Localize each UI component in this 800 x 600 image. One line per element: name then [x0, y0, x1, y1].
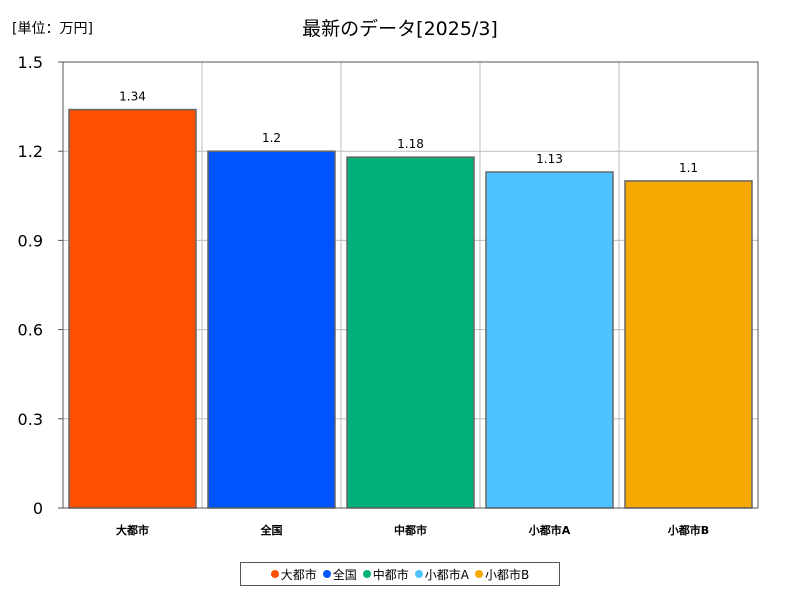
bar: [485, 171, 614, 509]
bar: [346, 156, 475, 509]
y-tick-label: 1.5: [18, 53, 43, 72]
y-tick-label: 1.2: [18, 142, 43, 161]
x-tick-label: 中都市: [394, 523, 427, 537]
bar: [68, 108, 197, 509]
legend-item: 全国: [322, 566, 357, 583]
y-tick-label: 0.3: [18, 410, 43, 429]
legend-marker-icon: [475, 570, 484, 578]
legend: 大都市 全国 中都市 小都市A 小都市B: [240, 562, 560, 586]
x-tick-label: 小都市B: [667, 523, 709, 537]
legend-item: 小都市A: [414, 566, 470, 583]
data-label: 1.1: [679, 161, 698, 175]
chart-title: 最新のデータ[2025/3]: [302, 18, 498, 40]
x-tick-label: 全国: [260, 523, 283, 537]
y-tick-label: 0.6: [18, 321, 43, 340]
legend-label: 小都市A: [424, 567, 470, 582]
legend-marker-icon: [322, 570, 331, 578]
y-tick-label: 0.9: [18, 231, 43, 250]
bar: [624, 180, 753, 509]
data-label: 1.18: [397, 137, 424, 151]
x-tick-label: 小都市A: [528, 523, 571, 537]
bar: [207, 150, 336, 509]
data-label: 1.2: [262, 131, 281, 145]
data-label: 1.34: [119, 90, 146, 104]
legend-marker-icon: [414, 570, 423, 578]
legend-label: 中都市: [372, 567, 409, 582]
legend-marker-icon: [362, 570, 371, 578]
plot-frame: [62, 61, 759, 509]
legend-item: 大都市: [270, 566, 317, 583]
unit-label: [単位：万円]: [12, 21, 93, 37]
data-label: 1.13: [536, 152, 563, 166]
legend-item: 中都市: [362, 566, 409, 583]
y-tick-label: 0: [33, 499, 43, 518]
legend-item: 小都市B: [475, 566, 529, 583]
x-tick-label: 大都市: [116, 523, 149, 537]
legend-label: 全国: [332, 567, 357, 582]
legend-label: 大都市: [280, 567, 317, 582]
legend-marker-icon: [270, 570, 279, 578]
legend-label: 小都市B: [485, 567, 530, 582]
